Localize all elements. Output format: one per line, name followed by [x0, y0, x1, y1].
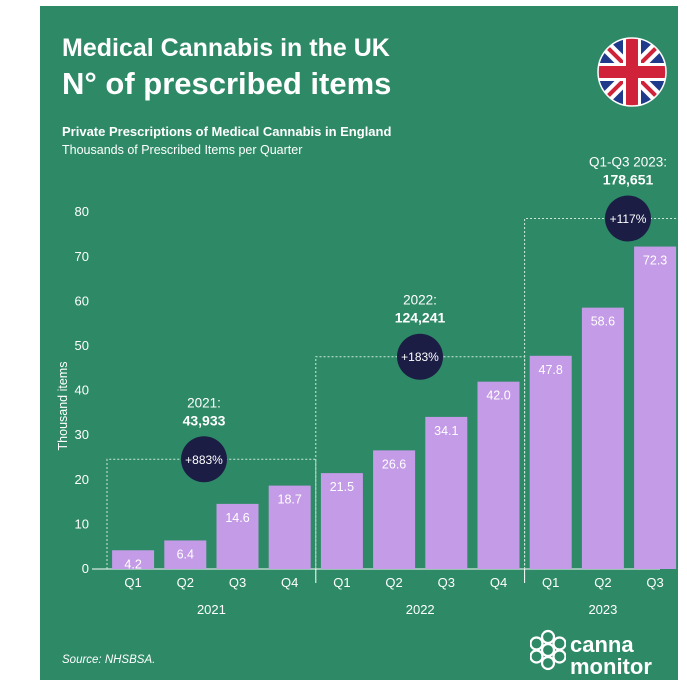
- bar-value-label: 47.8: [539, 363, 563, 377]
- total-value: 178,651: [603, 171, 654, 187]
- bar-value-label: 72.3: [643, 254, 667, 268]
- cannamonitor-logo-icon: [530, 629, 566, 671]
- x-tick-label: Q2: [385, 575, 402, 590]
- year-label: 2023: [588, 602, 617, 617]
- bar-value-label: 6.4: [177, 547, 194, 561]
- x-tick-label: Q2: [177, 575, 194, 590]
- bar-value-label: 18.7: [278, 493, 302, 507]
- bar-value-label: 34.1: [434, 424, 458, 438]
- bar-2023-q1: [530, 356, 572, 569]
- growth-badge-label: +117%: [610, 212, 647, 226]
- y-tick-label: 10: [75, 516, 89, 531]
- x-tick-label: Q3: [438, 575, 455, 590]
- bar-2022-q3: [425, 417, 467, 569]
- logo-wordmark: canna monitor: [570, 634, 652, 678]
- growth-badge-label: +883%: [185, 453, 223, 467]
- year-label: 2022: [406, 602, 435, 617]
- bar-value-label: 26.6: [382, 457, 406, 471]
- bar-value-label: 4.2: [124, 557, 141, 571]
- x-tick-label: Q1: [542, 575, 559, 590]
- total-label: Q1-Q3 2023:: [589, 154, 667, 169]
- total-label: 2021:: [187, 395, 221, 410]
- bar-chart: 0 10 20 30 40 50 60 70 80 Thousand items 4.2 Q1 6.4 Q…: [40, 6, 678, 680]
- infographic-card: Medical Cannabis in the UK N° of prescri…: [40, 6, 678, 680]
- x-tick-label: Q3: [229, 575, 246, 590]
- bar-value-label: 42.0: [486, 389, 510, 403]
- x-tick-label: Q1: [124, 575, 141, 590]
- logo-line-2: monitor: [570, 656, 652, 678]
- x-tick-label: Q4: [281, 575, 298, 590]
- logo-line-1: canna: [570, 634, 652, 656]
- x-tick-label: Q2: [594, 575, 611, 590]
- growth-badge-label: +183%: [401, 350, 439, 364]
- bar-value-label: 14.6: [225, 511, 249, 525]
- y-tick-label: 40: [75, 383, 89, 398]
- y-tick-label: 20: [75, 472, 89, 487]
- total-label: 2022:: [403, 293, 437, 308]
- y-tick-label: 60: [75, 293, 89, 308]
- bar-value-label: 21.5: [330, 480, 354, 494]
- year-label: 2021: [197, 602, 226, 617]
- x-tick-label: Q3: [646, 575, 663, 590]
- x-tick-label: Q1: [333, 575, 350, 590]
- total-value: 124,241: [395, 310, 446, 326]
- x-tick-label: Q4: [490, 575, 507, 590]
- y-tick-label: 30: [75, 427, 89, 442]
- source-note: Source: NHSBSA.: [62, 654, 155, 666]
- bar-2022-q4: [478, 382, 520, 569]
- y-tick-label: 0: [82, 561, 89, 576]
- y-tick-label: 50: [75, 338, 89, 353]
- y-tick-label: 70: [75, 249, 89, 264]
- bar-2023-q3: [634, 247, 676, 569]
- total-value: 43,933: [183, 412, 226, 428]
- bar-2023-q2: [582, 308, 624, 569]
- y-axis-label: Thousand items: [56, 362, 70, 451]
- bar-value-label: 58.6: [591, 315, 615, 329]
- y-tick-label: 80: [75, 204, 89, 219]
